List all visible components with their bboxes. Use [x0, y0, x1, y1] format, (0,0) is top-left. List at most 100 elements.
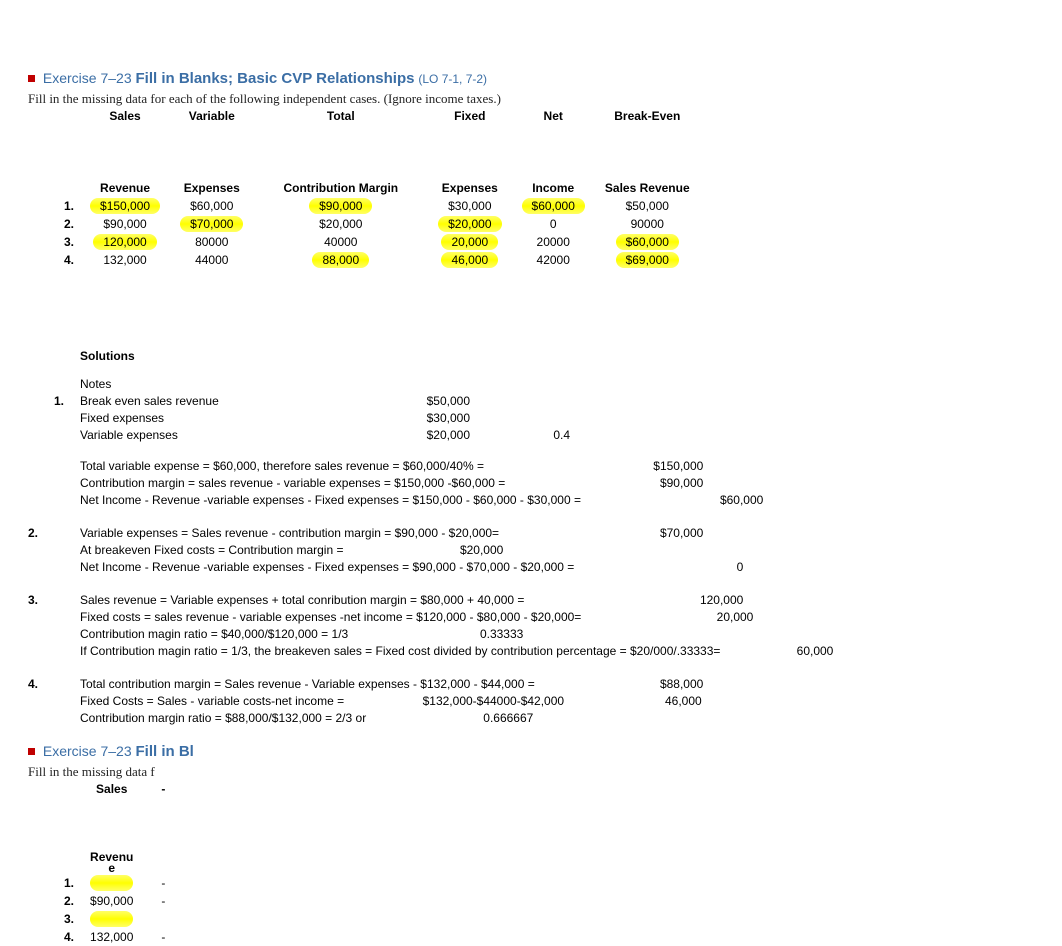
- s2-f2-v: $20,000: [433, 542, 503, 559]
- cell: 80000: [170, 233, 253, 251]
- cell: 4.: [54, 251, 80, 269]
- cell: $90,000: [80, 892, 143, 910]
- s1-f2-v: $90,000: [633, 475, 703, 492]
- cell: [408, 215, 428, 233]
- cell: 3.: [54, 910, 80, 928]
- cell: [80, 910, 143, 928]
- cell: $70,000: [170, 215, 253, 233]
- hdr-sales-right: Sales: [80, 780, 143, 798]
- exercise-label-right: Exercise 7–23: [43, 743, 132, 759]
- s3-f4-v: 60,000: [763, 643, 833, 660]
- s3-f1-v: 120,000: [673, 592, 743, 609]
- hdr-total: Total: [273, 107, 408, 125]
- cell: 20,000: [428, 233, 511, 251]
- s3-f1-l: Sales revenue = Variable expenses + tota…: [80, 592, 670, 609]
- s3-f2-v: 20,000: [693, 609, 753, 626]
- s3-f2-l: Fixed costs = sales revenue - variable e…: [80, 609, 690, 626]
- s2-f3-l: Net Income - Revenue -variable expenses …: [80, 559, 710, 576]
- cell: $50,000: [595, 197, 700, 215]
- s1-l1: Break even sales revenue: [80, 393, 380, 410]
- cell: $60,000: [512, 197, 595, 215]
- table-row: 2.$90,000-: [54, 892, 183, 910]
- cell: 4.: [54, 928, 80, 946]
- table-row: 1.$150,000$60,000$90,000$30,000$60,000$5…: [54, 197, 700, 215]
- cell: 132,000: [80, 251, 170, 269]
- hdr-income: Income: [512, 179, 595, 197]
- solution-4: 4. Total contribution margin = Sales rev…: [80, 676, 878, 727]
- cell: [253, 251, 273, 269]
- cell: 42000: [512, 251, 595, 269]
- cell: 40000: [273, 233, 408, 251]
- hdr-revenue-right: Revenue: [80, 852, 143, 874]
- cell: [253, 197, 273, 215]
- s3-f3-l: Contribution magin ratio = $40,000/$120,…: [80, 626, 450, 643]
- cell: 120,000: [80, 233, 170, 251]
- sol-num-4: 4.: [28, 676, 54, 693]
- s1-l2: Fixed expenses: [80, 410, 380, 427]
- s1-v3b: 0.4: [470, 427, 570, 444]
- bullet-icon-right: [28, 748, 35, 755]
- s1-f3-v: $60,000: [693, 492, 763, 509]
- hdr-net: Net: [512, 107, 595, 125]
- cvp-table: Sales Variable Total Fixed Net Break-Eve…: [54, 107, 700, 269]
- cell: 46,000: [428, 251, 511, 269]
- exercise-main-title-right: Fill in Bl: [136, 743, 194, 760]
- highlighted-cell: 88,000: [312, 252, 369, 268]
- hdr-fixed: Fixed: [428, 107, 511, 125]
- notes-label: Notes: [80, 377, 878, 391]
- s2-f1-v: $70,000: [623, 525, 703, 542]
- hdr-revenue: Revenue: [80, 179, 170, 197]
- highlighted-cell: $20,000: [438, 216, 501, 232]
- s4-f2-l: Fixed Costs = Sales - variable costs-net…: [80, 693, 400, 710]
- cell: [253, 215, 273, 233]
- cell: -: [143, 874, 183, 892]
- cell: [408, 197, 428, 215]
- hdr-breakeven: Break-Even: [595, 107, 700, 125]
- highlighted-cell: 20,000: [441, 234, 498, 250]
- hdr-variable: Variable: [170, 107, 253, 125]
- highlighted-cell: $69,000: [616, 252, 679, 268]
- bullet-icon: [28, 75, 35, 82]
- solutions-section: Solutions Notes 1. Break even sales reve…: [80, 349, 878, 727]
- s3-f4-l: If Contribution magin ratio = 1/3, the b…: [80, 643, 760, 660]
- instruction-text-right: Fill in the missing data f: [28, 764, 228, 780]
- cell: 0: [512, 215, 595, 233]
- s4-f3-l: Contribution margin ratio = $88,000/$132…: [80, 710, 450, 727]
- sol-num-3: 3.: [28, 592, 54, 609]
- s1-v1: $50,000: [380, 393, 470, 410]
- cell: [408, 251, 428, 269]
- s2-f2-l: At breakeven Fixed costs = Contribution …: [80, 542, 430, 559]
- s1-l3: Variable expenses: [80, 427, 380, 444]
- s2-f3-v: 0: [713, 559, 743, 576]
- cell: [143, 910, 183, 928]
- cell: 1.: [54, 197, 80, 215]
- s1-f2-l: Contribution margin = sales revenue - va…: [80, 475, 630, 492]
- highlighted-cell: 120,000: [93, 234, 156, 250]
- hdr-cm: Contribution Margin: [273, 179, 408, 197]
- table-row: 3.: [54, 910, 183, 928]
- cell: $90,000: [273, 197, 408, 215]
- s1-v3: $20,000: [380, 427, 470, 444]
- cell: -: [143, 892, 183, 910]
- exercise-title-right: Exercise 7–23 Fill in Bl: [28, 743, 228, 760]
- hdr-expenses2: Expenses: [428, 179, 511, 197]
- s4-f2-m: $132,000-$44000-$42,000: [403, 693, 583, 710]
- cell: $90,000: [80, 215, 170, 233]
- s1-f1-v: $150,000: [623, 458, 703, 475]
- cvp-table-right: Sales - Revenue 1. -2.$90,000-3. 4.132,0…: [54, 780, 183, 946]
- s2-f1-l: Variable expenses = Sales revenue - cont…: [80, 525, 620, 542]
- hdr-sales-rev: Sales Revenue: [595, 179, 700, 197]
- highlighted-cell: $150,000: [90, 198, 160, 214]
- cell: 3.: [54, 233, 80, 251]
- s1-f3-l: Net Income - Revenue -variable expenses …: [80, 492, 690, 509]
- s3-f3-v: 0.33333: [453, 626, 523, 643]
- cell: 88,000: [273, 251, 408, 269]
- highlighted-cell: $60,000: [522, 198, 585, 214]
- exercise-title: Exercise 7–23 Fill in Blanks; Basic CVP …: [28, 70, 878, 87]
- cell: 44000: [170, 251, 253, 269]
- sol-num-1: 1.: [54, 393, 80, 410]
- table-row: 1. -: [54, 874, 183, 892]
- cell: [253, 233, 273, 251]
- sol-num-2: 2.: [28, 525, 54, 542]
- highlighted-cell: $60,000: [616, 234, 679, 250]
